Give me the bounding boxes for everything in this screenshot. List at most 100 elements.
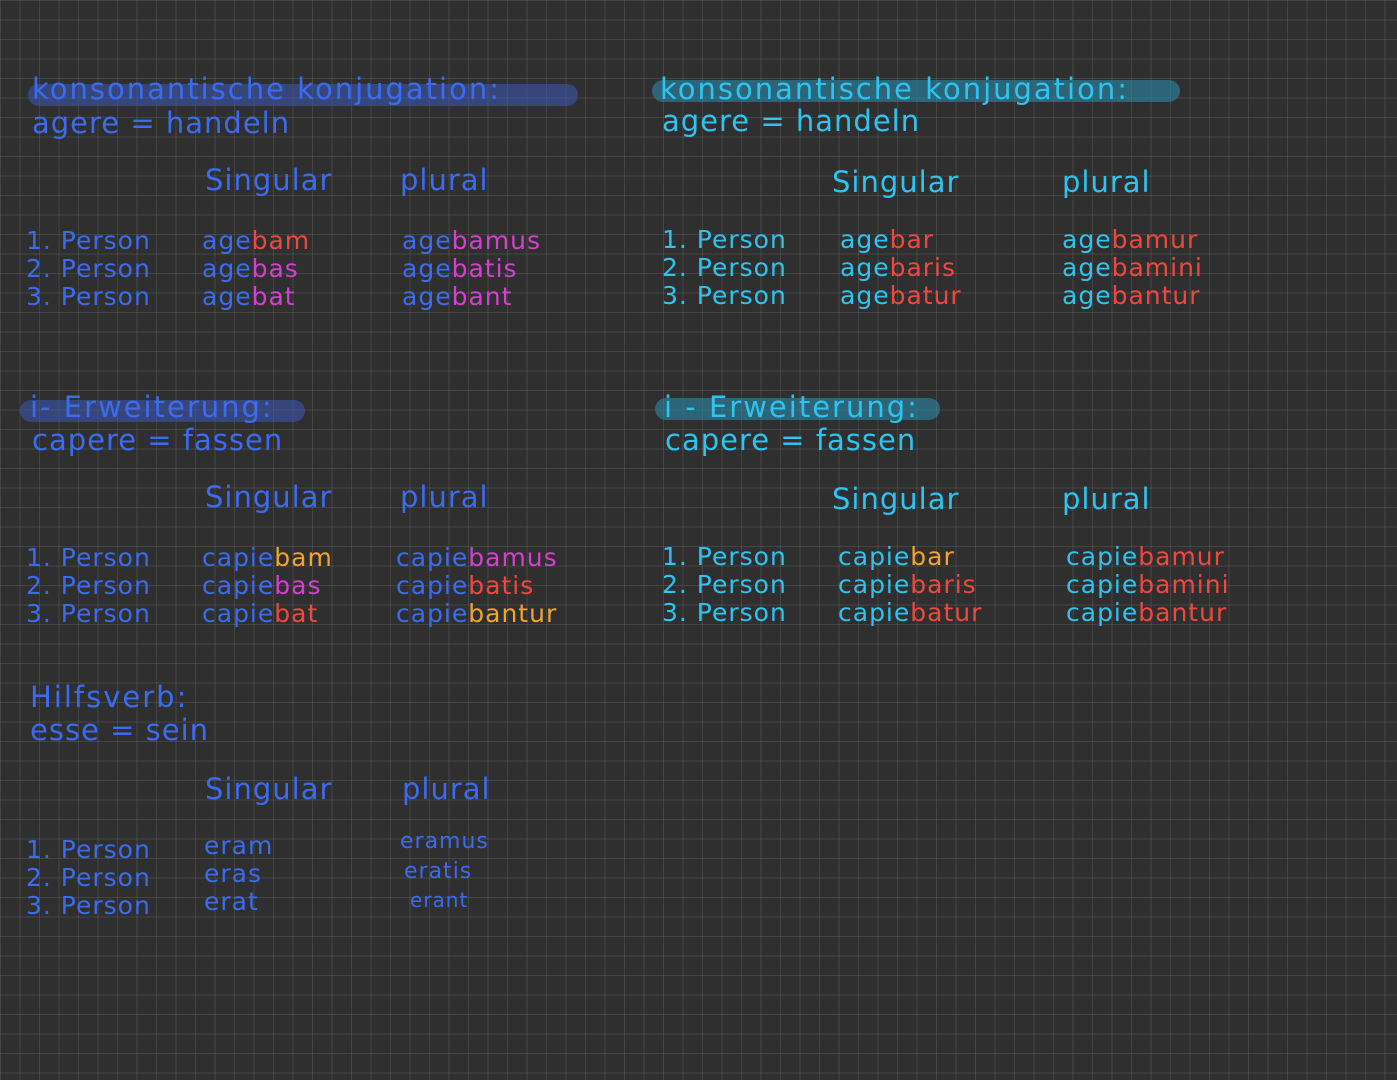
left-hilfsverb-pl-form: eramus	[400, 829, 489, 854]
stem: capie	[202, 571, 275, 600]
ending: bat	[251, 282, 296, 311]
person-label: 2. Person	[662, 253, 787, 282]
left-ierw-sg-form: capiebat	[202, 600, 318, 628]
left-hilfsverb-sg-form: eras	[204, 859, 263, 888]
ending: bantur	[1138, 598, 1228, 627]
stem: age	[402, 226, 452, 255]
left-ierw-title-highlight	[20, 400, 305, 422]
ending: batur	[889, 281, 962, 310]
person-label: 1. Person	[26, 543, 151, 572]
ending: bamur	[1138, 542, 1225, 571]
ending: bamini	[1111, 253, 1203, 282]
right-ierw-pl-form: capiebamur	[1066, 543, 1225, 571]
left-hilfsverb-pl-form: erant	[410, 888, 469, 912]
right-konj-title: konsonantische konjugation:	[660, 72, 1130, 106]
ending: batur	[910, 598, 983, 627]
stem: age	[840, 225, 890, 254]
left-hilfsverb-singular-label: Singular	[205, 772, 333, 806]
left-hilfsverb-row: 1. Person	[26, 836, 151, 864]
left-hilfsverb-pl-form: eratis	[404, 859, 473, 884]
person-label: 3. Person	[26, 282, 151, 311]
left-ierw-pl-form: capiebantur	[396, 600, 557, 628]
person-label: 1. Person	[662, 542, 787, 571]
left-hilfsverb-sg-form: erat	[204, 887, 259, 916]
stem: capie	[396, 599, 469, 628]
right-ierw-sg-form: capiebaris	[838, 571, 977, 599]
ending: batis	[468, 571, 535, 600]
left-konj-sg-form: agebas	[202, 255, 299, 283]
left-ierw-row: 2. Person	[26, 572, 151, 600]
left-konj-title: konsonantische konjugation:	[32, 72, 502, 106]
stem: capie	[838, 542, 911, 571]
ending: bar	[889, 225, 935, 254]
right-konj-pl-form: agebantur	[1062, 282, 1201, 310]
left-konj-row: 1. Person	[26, 227, 151, 255]
ending: bam	[274, 543, 333, 572]
stem: capie	[838, 570, 911, 599]
right-konj-sg-form: agebaris	[840, 254, 956, 282]
ending: bas	[251, 254, 299, 283]
person-label: 3. Person	[662, 281, 787, 310]
left-hilfsverb-verb: esse = sein	[30, 713, 210, 747]
left-hilfsverb-plural-label: plural	[402, 772, 491, 806]
person-label: 2. Person	[26, 571, 151, 600]
right-konj-row: 2. Person	[662, 254, 787, 282]
person-label: 1. Person	[26, 226, 151, 255]
stem: age	[840, 281, 890, 310]
ending: bam	[251, 226, 311, 255]
ending: baris	[889, 253, 957, 282]
stem: capie	[202, 543, 275, 572]
ending: bamur	[1111, 225, 1199, 254]
person-label: 1. Person	[662, 225, 787, 254]
left-konj-title-highlight	[28, 84, 578, 106]
right-konj-plural-label: plural	[1062, 165, 1151, 199]
right-konj-sg-form: agebar	[840, 226, 934, 254]
left-konj-pl-form: agebamus	[402, 227, 541, 255]
left-ierw-row: 3. Person	[26, 600, 151, 628]
person-label: 3. Person	[662, 598, 787, 627]
left-hilfsverb-title: Hilfsverb:	[30, 680, 189, 714]
ending: bantur	[1111, 281, 1201, 310]
person-label: 2. Person	[26, 863, 151, 892]
stem: age	[202, 226, 252, 255]
left-konj-row: 2. Person	[26, 255, 151, 283]
stem: capie	[396, 571, 469, 600]
left-hilfsverb-row: 3. Person	[26, 892, 151, 920]
ending: bamus	[468, 543, 558, 572]
left-konj-sg-form: agebat	[202, 283, 296, 311]
right-ierw-pl-form: capiebantur	[1066, 599, 1227, 627]
left-konj-pl-form: agebatis	[402, 255, 518, 283]
right-konj-pl-form: agebamur	[1062, 226, 1198, 254]
stem: capie	[396, 543, 469, 572]
left-konj-row: 3. Person	[26, 283, 151, 311]
right-konj-row: 3. Person	[662, 282, 787, 310]
person-label: 3. Person	[26, 599, 151, 628]
stem: capie	[1066, 542, 1139, 571]
left-ierw-pl-form: capiebamus	[396, 544, 558, 572]
right-ierw-pl-form: capiebamini	[1066, 571, 1230, 599]
left-ierw-pl-form: capiebatis	[396, 572, 534, 600]
left-ierw-plural-label: plural	[400, 480, 489, 514]
person-label: 1. Person	[26, 835, 151, 864]
right-konj-singular-label: Singular	[832, 165, 960, 199]
ending: bat	[274, 599, 319, 628]
right-konj-row: 1. Person	[662, 226, 787, 254]
right-ierw-title-highlight	[655, 398, 940, 420]
stem: age	[202, 282, 252, 311]
right-konj-title-highlight	[652, 80, 1180, 102]
stem: age	[1062, 281, 1112, 310]
ending: bar	[910, 542, 955, 571]
right-ierw-plural-label: plural	[1062, 482, 1151, 516]
ending: bas	[274, 571, 322, 600]
person-label: 2. Person	[662, 570, 787, 599]
stem: age	[1062, 225, 1112, 254]
left-ierw-sg-form: capiebas	[202, 572, 321, 600]
ending: baris	[910, 570, 977, 599]
stem: age	[402, 254, 452, 283]
left-konj-verb: agere = handeln	[32, 106, 291, 140]
left-ierw-title: i- Erweiterung:	[30, 390, 274, 424]
stem: age	[402, 282, 452, 311]
right-ierw-title: i - Erweiterung:	[664, 390, 919, 424]
stem: age	[840, 253, 890, 282]
ending: bant	[451, 282, 513, 311]
